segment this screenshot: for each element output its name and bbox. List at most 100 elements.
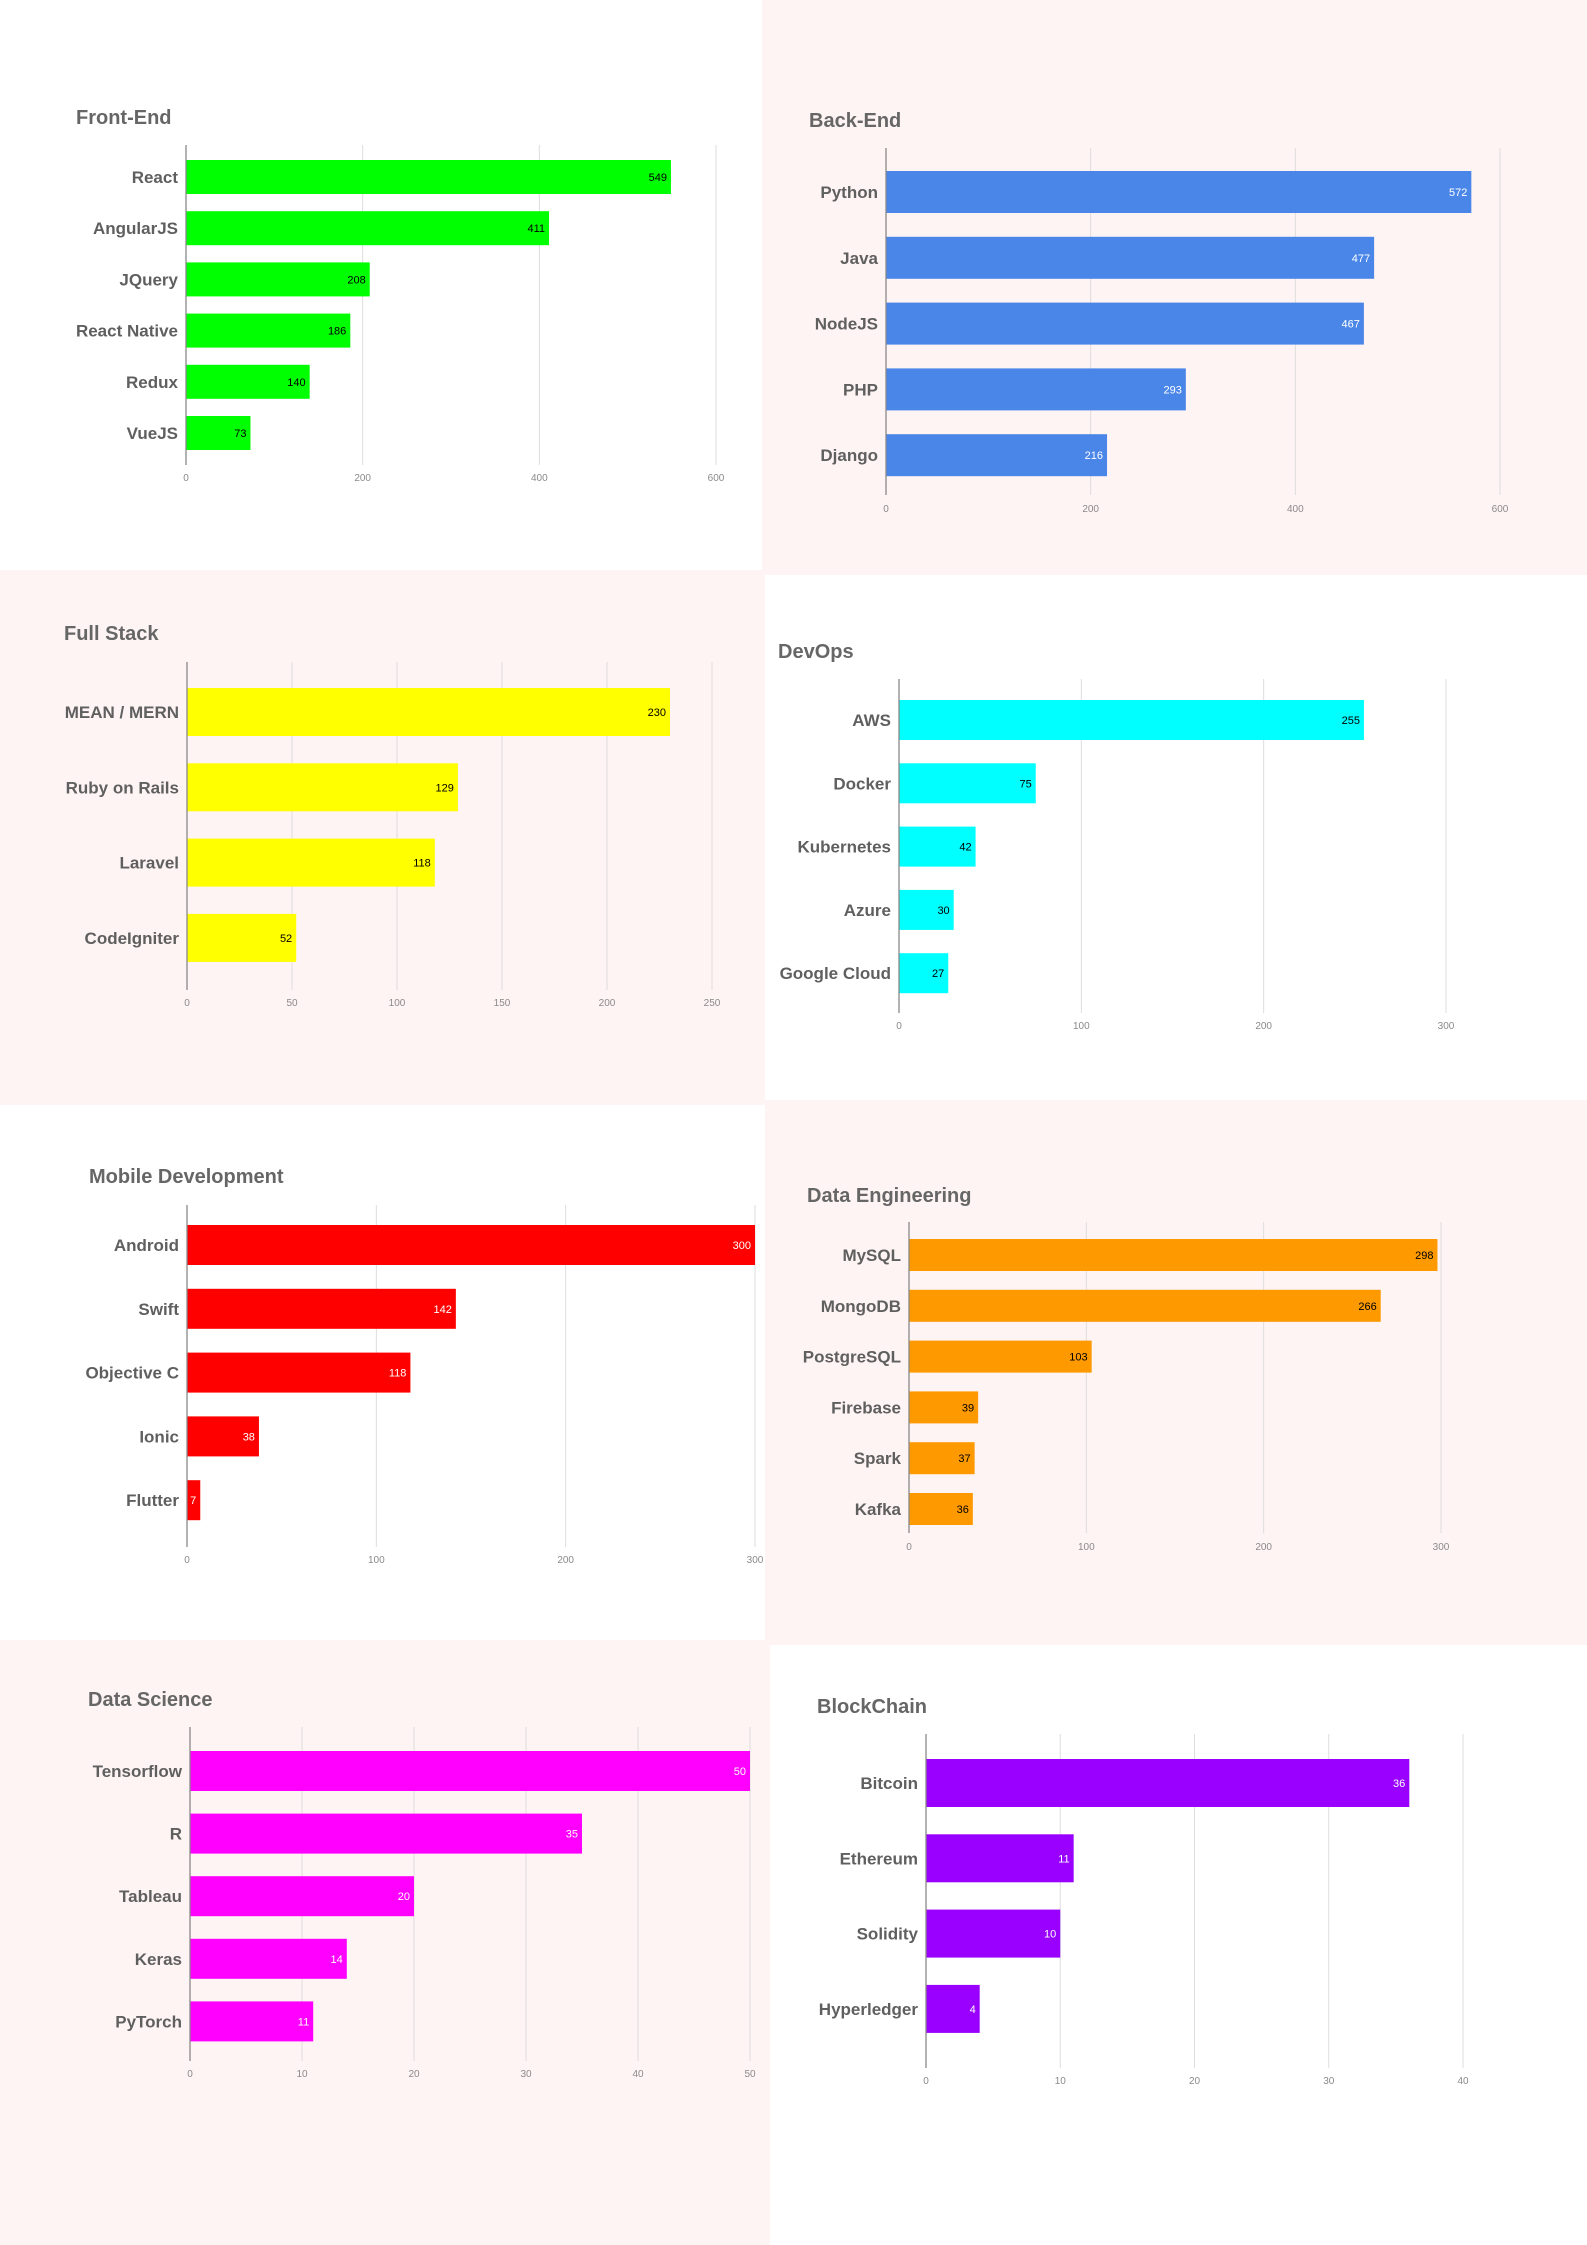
category-label: Tensorflow: [93, 1762, 183, 1781]
value-label: 36: [957, 1504, 969, 1516]
value-label: 50: [734, 1766, 746, 1778]
value-label: 52: [280, 933, 292, 945]
tick-label: 600: [1492, 504, 1509, 515]
bar-aws: [899, 700, 1364, 740]
value-label: 216: [1085, 450, 1103, 462]
category-label: Python: [820, 183, 878, 202]
panel-blockchain: BlockChain 0 10 20 30 40 Bitcoin 36 Ethereum 11 So…: [770, 1645, 1587, 2245]
tick-label: 300: [1433, 1542, 1450, 1553]
category-label: Django: [820, 446, 878, 465]
category-label: Tableau: [119, 1887, 182, 1906]
tick-label: 50: [744, 2069, 756, 2080]
panel-data-engineering: Data Engineering 0 100 200 300 MySQL 298 MongoD…: [765, 1100, 1587, 1645]
bar-mean-mern: [187, 688, 670, 736]
chart-data-science: Data Science 0 10 20 30 40 50 Tensorflow 50 R 35 Ta…: [88, 1689, 756, 2080]
panel-mobile-development: Mobile Development 0 100 200 300 Android 300 Sw…: [0, 1105, 765, 1640]
bar-firebase: [909, 1391, 979, 1424]
bar-tensorflow: [190, 1751, 750, 1791]
value-label: 118: [413, 858, 431, 870]
value-label: 39: [962, 1402, 974, 1414]
tick-label: 150: [494, 998, 511, 1009]
category-label: MEAN / MERN: [65, 703, 179, 722]
chart-devops: DevOps 0 100 200 300 AWS 255 Docker 75 Kubernetes…: [778, 641, 1455, 1032]
bar-react-native: [186, 313, 351, 348]
value-label: 30: [937, 905, 949, 917]
bar-python: [886, 171, 1472, 213]
value-label: 42: [959, 842, 971, 854]
tick-label: 0: [183, 473, 189, 484]
bar-google-cloud: [899, 953, 949, 994]
bar-r: [190, 1813, 582, 1854]
category-label: Ruby on Rails: [66, 778, 179, 797]
tick-label: 30: [520, 2069, 532, 2080]
bar-react: [186, 160, 671, 194]
tick-label: 50: [286, 998, 298, 1009]
chart-title: Full Stack: [64, 623, 159, 645]
value-label: 230: [648, 707, 666, 719]
value-label: 300: [733, 1240, 751, 1252]
value-label: 10: [1044, 1929, 1056, 1941]
value-label: 255: [1342, 715, 1360, 727]
category-label: Java: [840, 249, 878, 268]
chart-back-end: Back-End 0 200 400 600 Python 572 Java 477 NodeJS…: [809, 110, 1509, 515]
category-label: React: [132, 168, 179, 187]
category-label: Ionic: [139, 1427, 179, 1446]
tick-label: 200: [1255, 1021, 1272, 1032]
bar-keras: [190, 1938, 347, 1979]
category-label: PHP: [843, 380, 878, 399]
bar-ethereum: [926, 1834, 1074, 1883]
bar-swift: [187, 1288, 456, 1329]
tick-label: 0: [923, 2076, 929, 2087]
bar-java: [886, 236, 1375, 279]
value-label: 140: [287, 377, 305, 389]
category-label: Laravel: [119, 854, 179, 873]
tick-label: 100: [1073, 1021, 1090, 1032]
bar-pytorch: [190, 2001, 314, 2042]
category-label: AngularJS: [93, 219, 178, 238]
value-label: 266: [1358, 1301, 1376, 1313]
category-label: AWS: [852, 711, 891, 730]
category-label: MongoDB: [821, 1297, 901, 1316]
value-label: 549: [649, 172, 667, 184]
value-label: 73: [234, 428, 246, 440]
bar-solidity: [926, 1909, 1061, 1958]
value-label: 208: [347, 274, 365, 286]
bar-redux: [186, 364, 310, 399]
value-label: 36: [1393, 1778, 1405, 1790]
tick-label: 0: [906, 1542, 912, 1553]
category-label: VueJS: [127, 424, 178, 443]
value-label: 14: [331, 1954, 343, 1966]
category-label: Swift: [138, 1300, 179, 1319]
category-label: Bitcoin: [860, 1774, 918, 1793]
category-label: Objective C: [85, 1364, 179, 1383]
value-label: 38: [243, 1431, 255, 1443]
tick-label: 250: [704, 998, 721, 1009]
chart-full-stack: Full Stack 0 50 100 150 200 250 MEAN / MERN 230 R…: [64, 623, 721, 1009]
category-label: Spark: [854, 1449, 902, 1468]
category-label: Android: [114, 1236, 179, 1255]
category-label: Kubernetes: [797, 838, 891, 857]
value-label: 7: [190, 1495, 196, 1507]
tick-label: 10: [296, 2069, 308, 2080]
value-label: 11: [1058, 1853, 1069, 1865]
bar-azure: [899, 889, 954, 930]
tick-label: 0: [184, 998, 190, 1009]
bar-mongodb: [909, 1289, 1381, 1322]
tick-label: 10: [1055, 2076, 1067, 2087]
value-label: 20: [398, 1891, 410, 1903]
tick-label: 40: [1457, 2076, 1469, 2087]
bar-ruby-on-rails: [187, 763, 458, 812]
value-label: 298: [1415, 1250, 1433, 1262]
tick-label: 0: [883, 504, 889, 515]
chart-title: Mobile Development: [89, 1166, 284, 1188]
bar-vuejs: [186, 416, 251, 450]
category-label: CodeIgniter: [85, 929, 180, 948]
tick-label: 200: [1082, 504, 1099, 515]
category-label: PyTorch: [115, 2012, 182, 2031]
category-label: NodeJS: [815, 315, 878, 334]
bar-nodejs: [886, 302, 1364, 345]
bar-mysql: [909, 1239, 1438, 1271]
bar-django: [886, 434, 1108, 477]
tick-label: 400: [1287, 504, 1304, 515]
chart-data-engineering: Data Engineering 0 100 200 300 MySQL 298 MongoD…: [803, 1185, 1450, 1553]
